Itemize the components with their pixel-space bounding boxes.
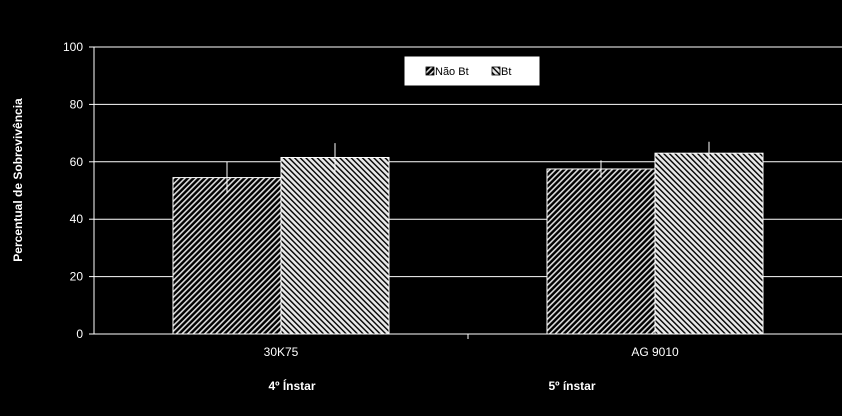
group-annotation-5-instar: 5º ínstar — [548, 379, 595, 393]
bar-bt — [280, 156, 390, 335]
bars — [172, 152, 764, 335]
y-tick-label: 20 — [70, 270, 84, 284]
error-bars — [226, 141, 710, 194]
y-tick-label: 80 — [70, 97, 84, 111]
x-tick-label: AG 9010 — [631, 345, 679, 359]
x-tick-label: 30K75 — [264, 345, 299, 359]
legend-box — [403, 55, 541, 87]
y-axis-title: Percentual de Sobrevivência — [11, 98, 25, 262]
axes — [89, 46, 842, 339]
y-tick-label: 40 — [70, 212, 84, 226]
legend: Não Bt Bt — [403, 55, 541, 87]
bar-nao-bt — [546, 168, 656, 335]
y-tick-label: 100 — [63, 40, 83, 54]
legend-swatch-nao-bt — [425, 66, 435, 76]
legend-label-nao-bt: Não Bt — [435, 66, 469, 78]
bar-bt — [654, 152, 764, 335]
bar-nao-bt — [172, 177, 282, 335]
legend-swatch-bt — [491, 66, 501, 76]
y-tick-label: 0 — [76, 327, 83, 341]
group-annotation-4-instar: 4º Ínstar — [268, 378, 315, 393]
labels: 0 20 40 60 80 100 30K75 AG 9010 — [63, 40, 679, 359]
y-tick-label: 60 — [70, 155, 84, 169]
legend-label-bt: Bt — [501, 66, 511, 78]
